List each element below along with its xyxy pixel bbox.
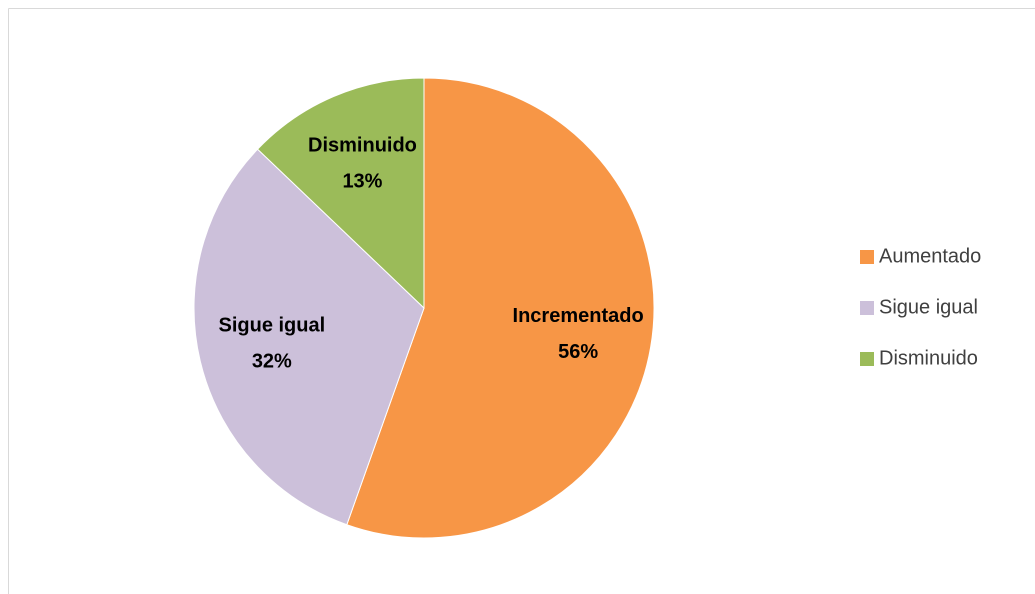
pie-slice [193,148,425,526]
data-label: 13% [342,170,382,192]
data-label: 56% [558,341,598,363]
pie-slice [256,77,425,310]
slice-label: Sigue igual [218,314,325,336]
legend-swatch [860,301,874,315]
slice-label: Incrementado [513,305,644,327]
legend-label: Sigue igual [879,296,978,318]
legend-label: Disminuido [879,347,978,369]
slice-label: Disminuido [308,134,417,156]
legend-swatch [860,250,874,264]
pie-slice [346,77,655,539]
legend-label: Aumentado [879,245,981,267]
legend-swatch [860,352,874,366]
data-label: 32% [252,350,292,372]
